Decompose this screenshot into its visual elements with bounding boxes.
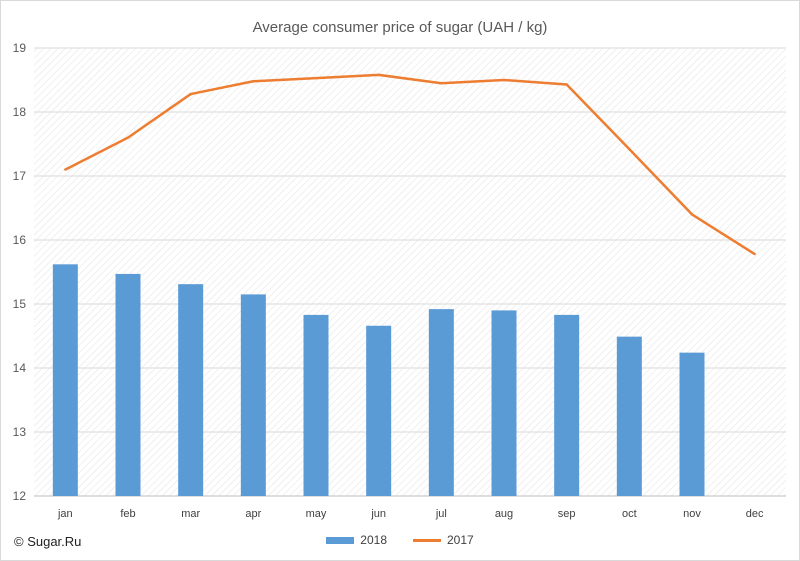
legend-swatch-line xyxy=(413,538,441,542)
x-tick-label: mar xyxy=(181,508,200,520)
point-2017-jul xyxy=(440,82,443,85)
x-tick-label: nov xyxy=(683,508,701,520)
point-2017-aug xyxy=(502,78,506,82)
point-2017-sep xyxy=(565,83,568,86)
y-tick-label: 12 xyxy=(13,489,27,503)
y-tick-label: 13 xyxy=(13,425,27,439)
x-tick-label: jun xyxy=(370,508,386,520)
y-axis-ticks: 12 13 14 15 16 17 18 19 xyxy=(13,41,27,503)
y-tick-label: 18 xyxy=(13,105,27,119)
line-2017 xyxy=(64,73,756,256)
bar-mar xyxy=(178,284,204,496)
legend-swatch-bar xyxy=(326,536,355,544)
x-tick-label: dec xyxy=(746,508,764,520)
bar-jul xyxy=(428,309,454,496)
y-tick-label: 17 xyxy=(13,169,27,183)
x-tick-label: apr xyxy=(245,508,261,520)
point-2017-oct xyxy=(628,147,631,151)
y-tick-label: 16 xyxy=(13,233,27,247)
point-2017-mar xyxy=(189,92,192,96)
bar-aug xyxy=(491,310,517,496)
legend: 2018 2017 xyxy=(0,533,800,547)
bar-apr xyxy=(240,294,266,496)
legend-label-2018: 2018 xyxy=(360,533,387,547)
x-tick-label: jul xyxy=(435,508,447,520)
copyright-text: © Sugar.Ru xyxy=(14,534,82,549)
bar-may xyxy=(303,314,329,496)
bar-jun xyxy=(366,325,392,496)
x-tick-label: feb xyxy=(120,508,135,520)
bar-sep xyxy=(554,314,580,496)
bar-oct xyxy=(616,336,642,496)
x-tick-label: oct xyxy=(622,508,637,520)
point-2017-apr xyxy=(252,80,255,83)
bar-jan xyxy=(52,264,78,496)
point-2017-jun xyxy=(377,73,380,77)
point-2017-nov xyxy=(690,213,694,216)
plot-area xyxy=(34,48,786,496)
x-tick-label: jan xyxy=(57,508,73,520)
x-tick-label: may xyxy=(306,508,327,520)
x-axis-ticks: jan feb mar apr may jun jul aug sep oct nov dec xyxy=(57,508,764,520)
gridlines xyxy=(34,47,786,497)
chart-title: Average consumer price of sugar (UAH / k… xyxy=(252,19,548,36)
point-2017-may xyxy=(314,76,318,80)
bar-nov xyxy=(679,352,705,496)
x-tick-label: aug xyxy=(495,508,513,520)
bar-feb xyxy=(115,273,141,496)
y-tick-label: 19 xyxy=(13,41,27,55)
y-tick-label: 14 xyxy=(13,361,27,375)
point-2017-jan xyxy=(64,168,67,171)
legend-item-2017: 2017 xyxy=(413,533,474,547)
bar-series-2018 xyxy=(52,264,705,496)
point-2017-dec xyxy=(753,252,756,256)
x-tick-label: sep xyxy=(558,508,576,520)
line-series-2017 xyxy=(64,73,756,256)
point-2017-feb xyxy=(126,136,130,139)
legend-item-2018: 2018 xyxy=(326,533,387,547)
legend-label-2017: 2017 xyxy=(447,533,474,547)
y-tick-label: 15 xyxy=(13,297,27,311)
